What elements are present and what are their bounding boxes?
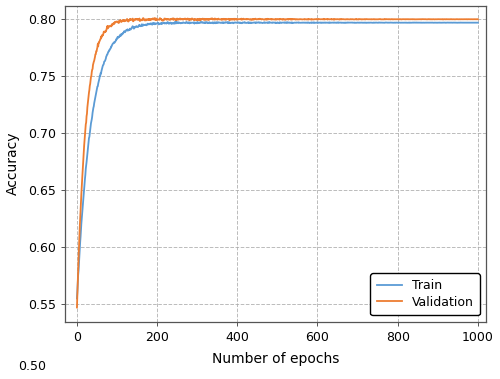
X-axis label: Number of epochs: Number of epochs [212,352,339,366]
Line: Train: Train [77,22,478,298]
Text: 0.50: 0.50 [18,360,46,373]
Validation [98,35,104,40]
Validation [475,17,481,22]
Validation [402,17,407,22]
Train [386,20,392,25]
Train [402,20,407,25]
Validation [74,305,80,310]
Train [174,19,180,24]
Train [74,296,80,301]
Validation [456,17,462,22]
Validation [156,17,162,22]
Y-axis label: Accuracy: Accuracy [6,132,20,195]
Train [98,69,104,74]
Validation [140,16,146,20]
Validation [429,17,435,22]
Line: Validation: Validation [77,18,478,307]
Validation [386,17,392,22]
Legend: Train, Validation: Train, Validation [370,273,480,315]
Train [156,21,162,25]
Train [475,20,481,25]
Train [429,20,435,25]
Train [456,20,462,25]
